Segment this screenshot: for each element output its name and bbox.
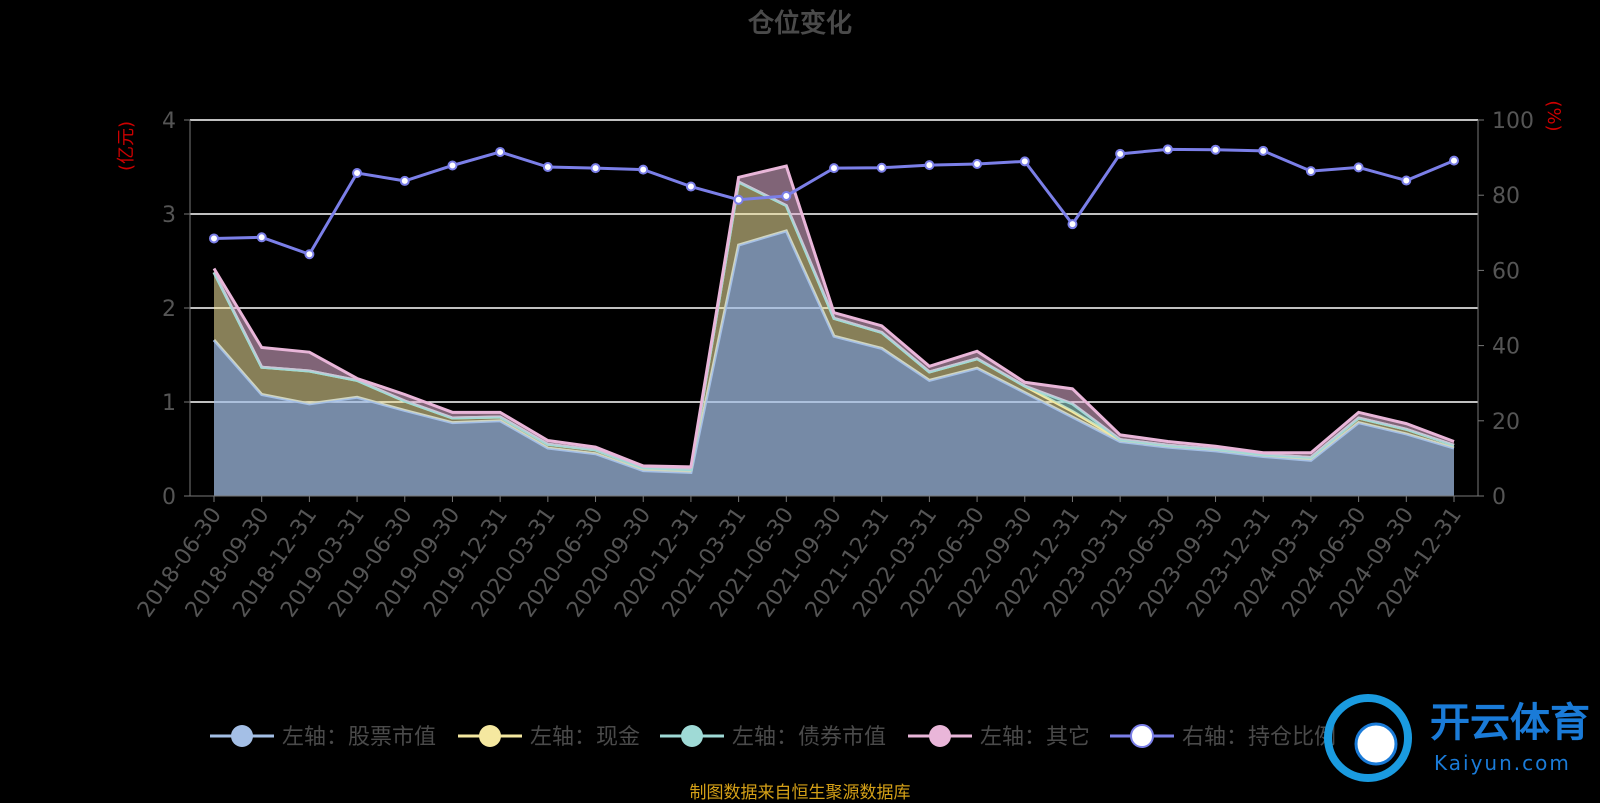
chart-title: 仓位变化 xyxy=(747,8,852,39)
y-left-tick-label: 4 xyxy=(162,109,176,134)
ratio-point xyxy=(1019,156,1030,167)
y-right-tick-label: 0 xyxy=(1492,485,1506,510)
ratio-point xyxy=(1258,145,1269,156)
ratio-line xyxy=(209,144,1459,260)
ratio-point xyxy=(876,162,887,173)
area-line-4 xyxy=(212,164,1455,469)
legend-marker xyxy=(1130,724,1154,748)
y-right-tick-label: 100 xyxy=(1492,109,1534,134)
legend-label: 左轴：股票市值 xyxy=(282,725,436,750)
ratio-point xyxy=(924,160,935,171)
y-left-tick-label: 0 xyxy=(162,485,176,510)
watermark-cn: 开云体育 xyxy=(1430,700,1590,746)
soccer-ball-icon xyxy=(1354,722,1398,766)
ratio-point xyxy=(447,160,458,171)
ratio-point xyxy=(1401,175,1412,186)
area-2 xyxy=(214,182,1454,473)
watermark-logo: 开云体育 Kaiyun.com xyxy=(1324,694,1590,782)
left-axis-unit: (亿元) xyxy=(116,121,137,171)
y-right-tick-label: 40 xyxy=(1492,335,1520,360)
ratio-point xyxy=(1162,144,1173,155)
legend-label: 左轴：现金 xyxy=(530,725,640,750)
y-right-tick-label: 20 xyxy=(1492,410,1520,435)
ratio-point xyxy=(781,190,792,201)
ratio-point xyxy=(304,249,315,260)
legend-marker xyxy=(929,725,951,747)
y-left-tick-label: 1 xyxy=(162,391,176,416)
y-left-tick-label: 2 xyxy=(162,297,176,322)
ratio-point xyxy=(1305,166,1316,177)
ratio-point xyxy=(209,233,219,244)
legend-label: 右轴：持仓比例 xyxy=(1182,725,1336,750)
ratio-point xyxy=(495,146,506,157)
ratio-point xyxy=(1210,144,1221,155)
watermark-en: Kaiyun.com xyxy=(1434,751,1571,775)
ratio-point xyxy=(399,175,410,186)
ratio-point xyxy=(1067,219,1078,230)
ratio-point xyxy=(352,168,363,179)
ratio-point xyxy=(590,163,601,174)
y-right-tick-label: 80 xyxy=(1492,184,1520,209)
legend-label: 左轴：债券市值 xyxy=(732,725,886,750)
legend-label: 左轴：其它 xyxy=(980,725,1090,750)
ratio-point xyxy=(638,164,649,175)
right-axis-unit: (%) xyxy=(1543,100,1564,131)
legend-marker xyxy=(681,725,703,747)
legend-marker xyxy=(231,725,253,747)
area-1 xyxy=(214,230,1454,497)
y-left-tick-label: 3 xyxy=(162,203,176,228)
ratio-point xyxy=(1449,155,1459,166)
x-tick-labels: 2018-06-302018-09-302018-12-312019-03-31… xyxy=(133,503,1467,622)
legend: 左轴：股票市值 左轴：现金 左轴：债券市值 左轴：其它 右轴：持仓比例 xyxy=(210,724,1336,750)
y-right-tick-label: 60 xyxy=(1492,259,1520,284)
ratio-point xyxy=(1115,148,1126,159)
ratio-point xyxy=(685,181,696,192)
source-note: 制图数据来自恒生聚源数据库 xyxy=(689,783,911,803)
logo-ring-icon xyxy=(1324,694,1412,782)
area-4 xyxy=(214,166,1454,470)
axes xyxy=(184,119,1484,502)
ratio-point xyxy=(542,162,553,172)
ratio-point xyxy=(733,194,744,205)
ratio-point xyxy=(256,232,267,243)
ratio-point xyxy=(829,163,839,174)
ratio-point xyxy=(1353,162,1364,173)
ratio-point xyxy=(972,158,983,169)
stacked-areas xyxy=(212,164,1455,497)
legend-marker xyxy=(479,725,501,747)
